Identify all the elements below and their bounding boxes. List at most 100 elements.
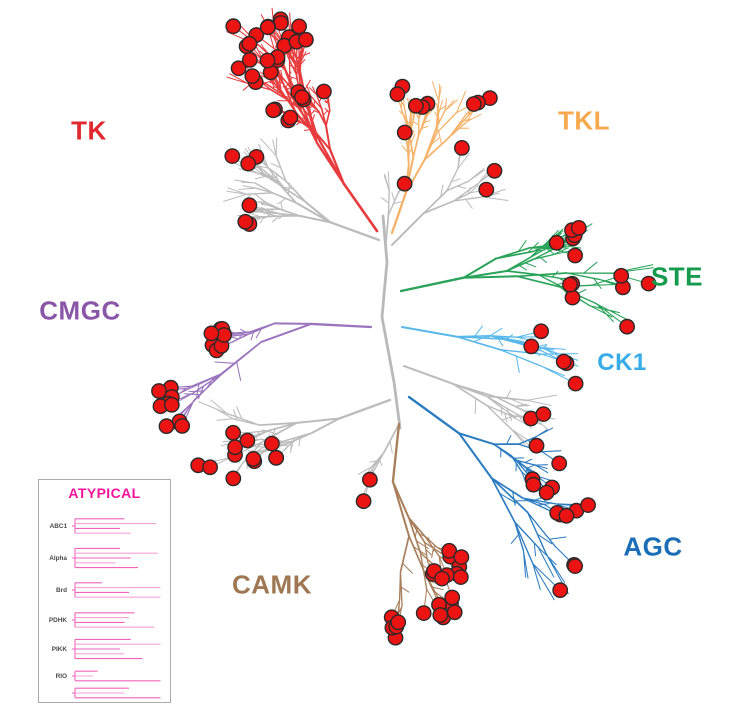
red-dot [202, 459, 219, 476]
red-dot [525, 476, 542, 493]
branch-group-other-upper-left [222, 137, 381, 242]
red-dot [241, 35, 258, 52]
inset-family-extra [72, 687, 161, 699]
red-dot [486, 162, 503, 179]
red-dot [613, 267, 630, 284]
red-dot [225, 424, 242, 441]
red-dot [237, 213, 254, 230]
group-label-tk: TK [71, 115, 107, 146]
red-dot [225, 470, 242, 487]
red-dot [580, 497, 596, 513]
red-dot [453, 139, 470, 156]
red-dot [453, 549, 470, 565]
red-dot [224, 148, 241, 165]
red-dot [241, 197, 258, 214]
red-dot [244, 68, 261, 85]
red-dot [533, 323, 549, 340]
red-dot [551, 455, 568, 472]
red-dot [567, 375, 584, 392]
red-dot [163, 396, 180, 413]
inset-family-abc1: ABC1 [50, 518, 156, 534]
inset-family-pikk: PIKK [52, 638, 161, 660]
red-dot [564, 289, 581, 306]
red-dot [619, 318, 635, 335]
red-dot [415, 605, 432, 621]
red-dot [259, 19, 276, 36]
red-dot [446, 604, 463, 621]
inhibitor-dots [151, 11, 657, 646]
red-dot [389, 86, 406, 103]
branch-group-agc [407, 395, 589, 601]
group-label-ck1: CK1 [597, 349, 647, 376]
red-dot [396, 175, 413, 192]
inset-family-brd: Brd [56, 582, 161, 598]
atypical-inset-box: ATYPICAL ABC1 Alpha Brd PDHK PIKK RIO [38, 479, 171, 703]
group-label-ste: STE [650, 261, 704, 292]
red-dot [465, 96, 482, 112]
red-dot [452, 569, 469, 585]
red-dot [567, 247, 583, 264]
red-dot [640, 275, 657, 292]
branch-group-other-mid-right [402, 364, 558, 450]
branch-group-other-lower-left [197, 398, 392, 484]
red-dot [265, 102, 282, 119]
group-label-tkl: TKL [557, 105, 611, 136]
red-dot [282, 109, 299, 126]
inset-family-label: Brd [56, 587, 67, 594]
red-dot [528, 437, 545, 454]
red-dot [555, 353, 572, 370]
inset-family-pdhk: PDHK [49, 612, 155, 628]
red-dot [396, 124, 413, 141]
red-dot [535, 406, 552, 422]
red-dot [315, 83, 332, 100]
red-dot [297, 31, 314, 48]
red-dot [441, 542, 458, 559]
inset-family-rio: RIO [56, 670, 161, 682]
red-dot [203, 325, 220, 342]
red-dot [268, 449, 284, 466]
red-dot [259, 52, 276, 69]
red-dot [361, 471, 378, 488]
branch-group-other-bottom [357, 423, 400, 502]
red-dot [230, 60, 247, 77]
group-label-cmgc: CMGC [39, 295, 121, 326]
inset-family-label: ABC1 [50, 523, 68, 530]
inset-family-label: RIO [56, 673, 67, 680]
branch-group-other-upper-right [390, 147, 509, 247]
red-dot [548, 234, 565, 251]
red-dot [562, 276, 578, 293]
red-dot [151, 383, 167, 399]
atypical-inset-title: ATYPICAL [68, 485, 141, 501]
red-dot [538, 484, 555, 501]
red-dot [478, 181, 495, 198]
inset-family-label: PDHK [49, 617, 67, 624]
inset-family-alpha: Alpha [49, 547, 158, 569]
red-dot [434, 570, 450, 587]
red-dot [407, 97, 424, 114]
red-dot [241, 52, 258, 68]
red-dot [523, 338, 540, 355]
red-dot [263, 435, 280, 452]
inset-family-label: Alpha [49, 555, 67, 562]
red-dot [552, 582, 569, 599]
branch-group-cmgc [158, 322, 373, 427]
group-label-agc: AGC [623, 531, 683, 562]
red-dot [355, 493, 372, 510]
red-dot [240, 155, 257, 172]
atypical-dendrograms: ABC1 Alpha Brd PDHK PIKK RIO [49, 518, 161, 699]
red-dot [432, 607, 449, 623]
trunk-path [380, 214, 402, 430]
red-dot [291, 18, 307, 35]
red-dot [294, 89, 310, 106]
group-label-camk: CAMK [232, 569, 312, 600]
red-dot [567, 558, 583, 574]
branch-group-camk [391, 422, 462, 639]
red-dot [558, 507, 575, 524]
red-dot [245, 450, 262, 467]
branch-group-tk [226, 7, 379, 233]
red-dot [444, 589, 461, 606]
red-dot [570, 219, 587, 236]
red-dot [225, 18, 242, 35]
